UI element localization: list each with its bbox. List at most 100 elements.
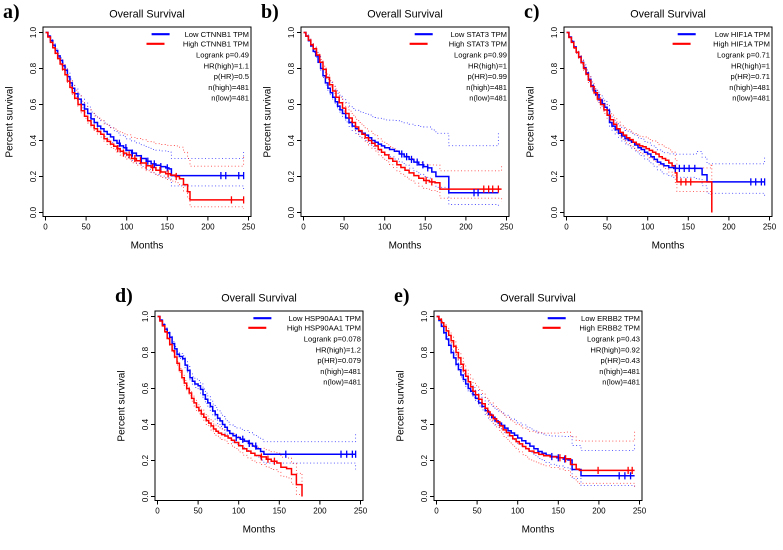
svg-text:Low HSP90AA1 TPM: Low HSP90AA1 TPM xyxy=(289,314,361,323)
km-plot-e: 0 50 100 150 200 250 0.0 0.2 0.4 0.6 0.8 1.0 Overall… xyxy=(396,293,647,536)
ci-upper xyxy=(436,316,636,442)
svg-text:HR(high)=1.2: HR(high)=1.2 xyxy=(316,345,361,354)
svg-text:150: 150 xyxy=(273,507,287,516)
svg-text:1.0: 1.0 xyxy=(287,26,296,38)
ci-upper xyxy=(566,32,713,195)
ci-lower xyxy=(566,32,713,213)
svg-text:Overall Survival: Overall Survival xyxy=(630,9,706,21)
svg-text:n(high)=481: n(high)=481 xyxy=(208,83,249,92)
svg-text:n(low)=481: n(low)=481 xyxy=(469,94,507,103)
svg-text:n(low)=481: n(low)=481 xyxy=(602,378,640,387)
svg-text:0.2: 0.2 xyxy=(550,170,559,182)
svg-text:50: 50 xyxy=(473,507,482,516)
svg-text:n(high)=481: n(high)=481 xyxy=(599,367,640,376)
svg-text:50: 50 xyxy=(82,223,91,232)
svg-text:0: 0 xyxy=(155,507,160,516)
ci-lower xyxy=(303,32,499,208)
panel-label-c: c) xyxy=(524,1,540,23)
ci-lower xyxy=(436,316,636,488)
ci-upper xyxy=(566,32,766,165)
svg-text:HR(high)=1.1: HR(high)=1.1 xyxy=(204,61,249,70)
svg-text:0.0: 0.0 xyxy=(550,206,559,218)
svg-text:0.8: 0.8 xyxy=(420,346,429,358)
svg-text:n(low)=481: n(low)=481 xyxy=(323,378,361,387)
svg-text:0.4: 0.4 xyxy=(287,134,296,146)
svg-text:0: 0 xyxy=(301,223,306,232)
svg-text:1.0: 1.0 xyxy=(29,26,38,38)
svg-text:0.8: 0.8 xyxy=(550,62,559,74)
svg-text:150: 150 xyxy=(161,223,175,232)
svg-text:Months: Months xyxy=(131,241,164,252)
svg-text:Overall Survival: Overall Survival xyxy=(367,9,443,21)
svg-text:Low CTNNB1 TPM: Low CTNNB1 TPM xyxy=(185,30,249,39)
plot-box xyxy=(563,26,773,217)
svg-text:150: 150 xyxy=(419,223,433,232)
svg-text:0.6: 0.6 xyxy=(550,98,559,110)
svg-text:Overall Survival: Overall Survival xyxy=(109,9,185,21)
svg-text:200: 200 xyxy=(459,223,473,232)
svg-text:Overall Survival: Overall Survival xyxy=(500,293,576,305)
svg-text:0.8: 0.8 xyxy=(29,62,38,74)
ci-upper xyxy=(157,316,303,485)
svg-text:250: 250 xyxy=(633,507,647,516)
panel-label-a: a) xyxy=(3,1,20,23)
svg-text:Logrank p=0.078: Logrank p=0.078 xyxy=(304,335,361,344)
km-plot-b: 0 50 100 150 200 250 0.0 0.2 0.4 0.6 0.8 1.0 Overall… xyxy=(263,9,514,252)
svg-text:High HSP90AA1 TPM: High HSP90AA1 TPM xyxy=(287,324,361,333)
svg-text:Logrank p=0.99: Logrank p=0.99 xyxy=(454,51,507,60)
svg-text:0.0: 0.0 xyxy=(420,490,429,502)
panel-c: c) 0 50 100 150 200 250 0.0 0.2 0.4 0.6 0.8 1.0 Over… xyxy=(521,0,783,266)
svg-text:HR(high)=1: HR(high)=1 xyxy=(731,61,770,70)
ci-lower xyxy=(157,316,303,497)
km-curve xyxy=(157,315,356,455)
svg-text:200: 200 xyxy=(313,507,327,516)
km-curve xyxy=(566,31,713,213)
panel-label-b: b) xyxy=(261,1,279,23)
svg-text:Percent survival: Percent survival xyxy=(396,370,407,441)
svg-text:0.8: 0.8 xyxy=(141,346,150,358)
svg-text:p(HR)=0.43: p(HR)=0.43 xyxy=(601,356,640,365)
svg-text:High CTNNB1 TPM: High CTNNB1 TPM xyxy=(183,40,249,49)
svg-text:100: 100 xyxy=(378,223,392,232)
svg-text:0.0: 0.0 xyxy=(287,206,296,218)
svg-text:Low STAT3 TPM: Low STAT3 TPM xyxy=(450,30,507,39)
svg-text:0.6: 0.6 xyxy=(420,382,429,394)
svg-text:Months: Months xyxy=(389,241,422,252)
svg-text:100: 100 xyxy=(120,223,134,232)
svg-text:Low HIF1A TPM: Low HIF1A TPM xyxy=(715,30,770,39)
plot-box xyxy=(154,310,364,501)
km-plot-d: 0 50 100 150 200 250 0.0 0.2 0.4 0.6 0.8 1.0 Overall… xyxy=(117,293,368,536)
svg-text:0.8: 0.8 xyxy=(287,62,296,74)
svg-text:High HIF1A TPM: High HIF1A TPM xyxy=(713,40,770,49)
svg-text:n(low)=481: n(low)=481 xyxy=(211,94,249,103)
svg-text:200: 200 xyxy=(592,507,606,516)
svg-text:n(low)=481: n(low)=481 xyxy=(732,94,770,103)
svg-text:Low ERBB2 TPM: Low ERBB2 TPM xyxy=(581,314,640,323)
panel-b: b) 0 50 100 150 200 250 0.0 0.2 0.4 0.6 0.8 1.0 Over… xyxy=(258,0,520,266)
svg-text:150: 150 xyxy=(552,507,566,516)
svg-text:50: 50 xyxy=(603,223,612,232)
svg-text:100: 100 xyxy=(511,507,525,516)
svg-text:p(HR)=0.99: p(HR)=0.99 xyxy=(468,72,507,81)
svg-text:150: 150 xyxy=(682,223,696,232)
plot-box xyxy=(433,310,643,501)
svg-text:p(HR)=0.5: p(HR)=0.5 xyxy=(214,72,249,81)
km-plot-a: 0 50 100 150 200 250 0.0 0.2 0.4 0.6 0.8 1.0 Overall… xyxy=(5,9,256,252)
svg-text:250: 250 xyxy=(242,223,256,232)
km-curve xyxy=(45,31,244,177)
svg-text:50: 50 xyxy=(340,223,349,232)
panel-a: a) 0 50 100 150 200 250 0.0 0.2 0.4 0.6 0.8 1.0 Over… xyxy=(0,0,262,266)
svg-text:0.4: 0.4 xyxy=(550,134,559,146)
svg-text:250: 250 xyxy=(500,223,514,232)
svg-text:1.0: 1.0 xyxy=(141,310,150,322)
svg-text:0: 0 xyxy=(564,223,569,232)
svg-text:50: 50 xyxy=(194,507,203,516)
panel-d: d) 0 50 100 150 200 250 0.0 0.2 0.4 0.6 0.8 1.0 Over… xyxy=(112,284,374,550)
svg-text:0.6: 0.6 xyxy=(287,98,296,110)
svg-text:Logrank p=0.43: Logrank p=0.43 xyxy=(587,335,640,344)
svg-text:0.2: 0.2 xyxy=(420,454,429,466)
svg-text:Percent survival: Percent survival xyxy=(5,86,16,157)
svg-text:0.2: 0.2 xyxy=(141,454,150,466)
km-curve xyxy=(157,315,303,497)
